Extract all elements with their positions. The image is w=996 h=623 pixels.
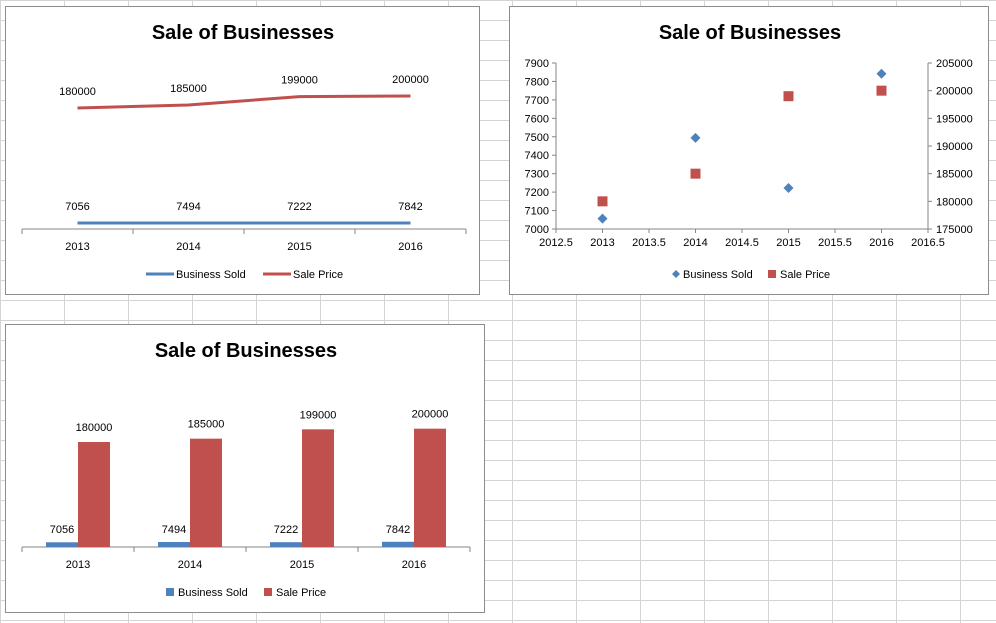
x-tick-label: 2015: [287, 241, 311, 253]
bar-business-sold: [270, 542, 302, 547]
legend-swatch-business-sold: [166, 588, 174, 596]
x-tick-label: 2015: [290, 559, 314, 571]
data-label-sale-price: 180000: [59, 86, 96, 98]
y2-tick-label: 205000: [936, 58, 973, 70]
data-label-sale-price: 200000: [392, 74, 429, 86]
bar-chart[interactable]: Sale of Businesses 2013 2014 2015 2016 7056 1…: [5, 324, 485, 613]
legend-label-sale-price: Sale Price: [780, 269, 830, 281]
chart-title: Sale of Businesses: [659, 22, 841, 44]
legend-label-sale-price: Sale Price: [293, 269, 343, 281]
x-tick-label: 2013: [590, 237, 614, 249]
data-label-business-sold: 7494: [162, 524, 186, 536]
data-label-sale-price: 180000: [76, 422, 113, 434]
bar-business-sold: [158, 542, 190, 547]
data-label-business-sold: 7056: [50, 524, 74, 536]
x-tick-label: 2016: [869, 237, 893, 249]
x-tick-label: 2014.5: [725, 237, 759, 249]
x-tick-label: 2016: [398, 241, 422, 253]
point-sale-price: [597, 196, 608, 207]
legend-swatch-business-sold: [672, 270, 680, 278]
legend-label-business-sold: Business Sold: [176, 269, 246, 281]
x-tick-label: 2015.5: [818, 237, 852, 249]
data-label-business-sold: 7056: [65, 201, 89, 213]
data-label-business-sold: 7842: [386, 524, 410, 536]
y-tick-label: 7300: [525, 169, 549, 181]
point-business-sold: [597, 213, 608, 224]
y-tick-label: 7600: [525, 113, 549, 125]
point-sale-price: [876, 85, 887, 96]
point-business-sold: [783, 183, 794, 194]
scatter-chart-svg: Sale of Businesses 7000 7100 7200 7300 7400 7…: [525, 22, 973, 281]
legend-label-business-sold: Business Sold: [178, 587, 248, 599]
x-tick-label: 2013.5: [632, 237, 666, 249]
bar-sale-price: [190, 438, 222, 547]
bar-chart-svg: Sale of Businesses 2013 2014 2015 2016 7056 1…: [21, 340, 471, 599]
data-label-business-sold: 7222: [274, 524, 298, 536]
y2-tick-label: 200000: [936, 86, 973, 98]
bar-sale-price: [78, 442, 110, 547]
bar-sale-price: [302, 429, 334, 547]
bar-sale-price: [414, 428, 446, 547]
chart-title: Sale of Businesses: [152, 22, 334, 44]
x-tick-label: 2016.5: [911, 237, 945, 249]
y-tick-label: 7000: [525, 224, 549, 236]
data-label-sale-price: 200000: [412, 409, 449, 421]
scatter-chart[interactable]: Sale of Businesses 7000 7100 7200 7300 7400 7…: [509, 6, 989, 295]
legend-label-sale-price: Sale Price: [276, 587, 326, 599]
y-tick-label: 7400: [525, 150, 549, 162]
point-business-sold: [690, 132, 701, 143]
y2-tick-label: 175000: [936, 224, 973, 236]
bar-business-sold: [382, 541, 414, 547]
x-tick-label: 2015: [776, 237, 800, 249]
bar-business-sold: [46, 542, 78, 547]
y2-tick-label: 190000: [936, 141, 973, 153]
x-tick-label: 2016: [402, 559, 426, 571]
x-tick-label: 2014: [178, 559, 202, 571]
y2-tick-label: 185000: [936, 169, 973, 181]
y-tick-label: 7900: [525, 58, 549, 70]
point-sale-price: [783, 91, 794, 102]
data-label-business-sold: 7494: [176, 201, 200, 213]
data-label-business-sold: 7842: [398, 201, 422, 213]
x-tick-label: 2013: [65, 241, 89, 253]
line-chart-svg: Sale of Businesses 2013 2014 2015 2016 7056 7…: [21, 22, 467, 281]
legend-label-business-sold: Business Sold: [683, 269, 753, 281]
x-tick-label: 2014: [683, 237, 707, 249]
y-tick-label: 7700: [525, 95, 549, 107]
data-label-business-sold: 7222: [287, 201, 311, 213]
y-tick-label: 7800: [525, 76, 549, 88]
x-tick-label: 2014: [176, 241, 200, 253]
y-tick-label: 7500: [525, 132, 549, 144]
data-label-sale-price: 199000: [281, 75, 318, 87]
legend-swatch-sale-price: [768, 270, 776, 278]
data-label-sale-price: 199000: [300, 409, 337, 421]
point-business-sold: [876, 68, 887, 79]
x-tick-label: 2012.5: [539, 237, 573, 249]
line-chart[interactable]: Sale of Businesses 2013 2014 2015 2016 7056 7…: [5, 6, 480, 295]
x-tick-label: 2013: [66, 559, 90, 571]
y-tick-label: 7100: [525, 206, 549, 218]
data-label-sale-price: 185000: [188, 419, 225, 431]
chart-title: Sale of Businesses: [155, 340, 337, 362]
data-label-sale-price: 185000: [170, 83, 207, 95]
y2-tick-label: 180000: [936, 196, 973, 208]
point-sale-price: [690, 168, 701, 179]
series-line-sale-price: [77, 94, 411, 110]
y2-tick-label: 195000: [936, 113, 973, 125]
legend-swatch-sale-price: [264, 588, 272, 596]
y-tick-label: 7200: [525, 187, 549, 199]
